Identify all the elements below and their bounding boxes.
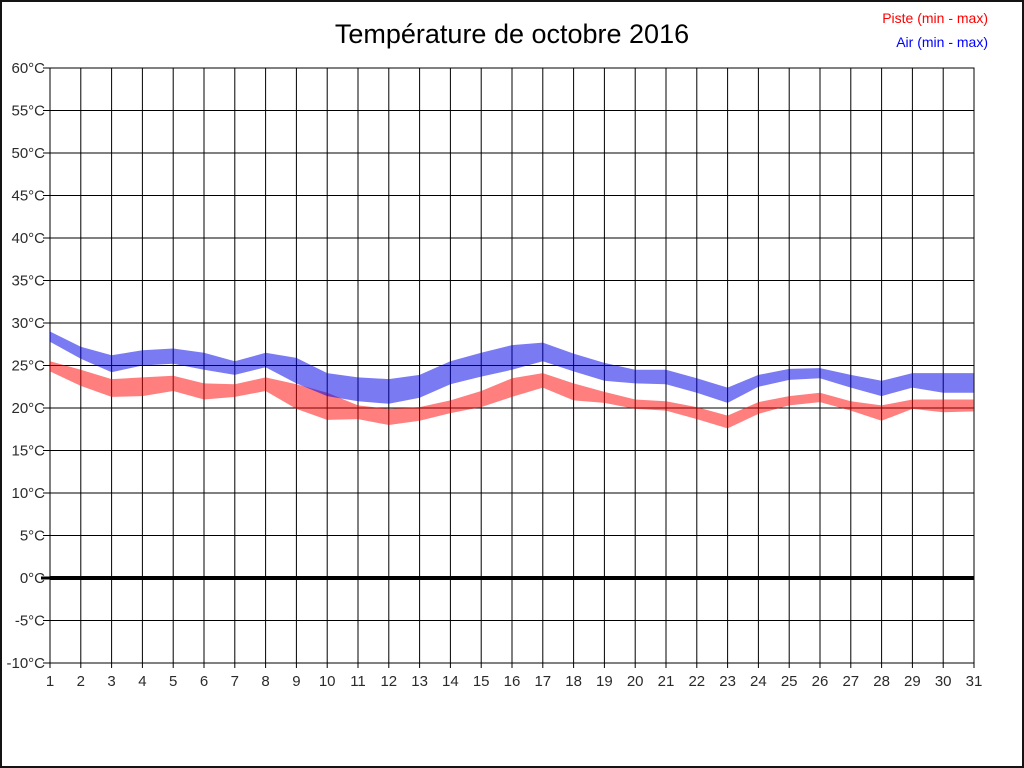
x-axis-tick-label: 9 xyxy=(292,673,300,690)
x-axis-tick-label: 22 xyxy=(688,673,705,690)
y-axis-tick-label: 10°C xyxy=(11,485,45,502)
air-band-series xyxy=(50,331,974,404)
y-axis-tick-label: 5°C xyxy=(20,528,45,545)
x-axis-tick-label: 25 xyxy=(781,673,798,690)
x-axis-tick-label: 12 xyxy=(380,673,397,690)
x-axis-tick-label: 20 xyxy=(627,673,644,690)
y-axis-tick-label: -10°C xyxy=(6,655,45,672)
x-axis-tick-label: 16 xyxy=(504,673,521,690)
x-axis-tick-label: 2 xyxy=(77,673,85,690)
y-axis-tick-label: 55°C xyxy=(11,103,45,120)
x-axis-tick-label: 3 xyxy=(107,673,115,690)
x-axis-tick-label: 15 xyxy=(473,673,490,690)
x-axis-tick-label: 19 xyxy=(596,673,613,690)
y-axis-tick-label: -5°C xyxy=(15,613,45,630)
x-axis-tick-label: 13 xyxy=(411,673,428,690)
x-axis-tick-label: 11 xyxy=(350,673,366,690)
x-axis-tick-label: 6 xyxy=(200,673,208,690)
x-axis-tick-label: 7 xyxy=(231,673,239,690)
x-axis-tick-label: 26 xyxy=(812,673,829,690)
x-axis-tick-label: 17 xyxy=(534,673,551,690)
x-axis-tick-label: 4 xyxy=(138,673,146,690)
piste-band-series xyxy=(50,361,974,429)
legend: Piste (min - max) Air (min - max) xyxy=(882,10,988,50)
y-axis-tick-label: 20°C xyxy=(11,400,45,417)
x-axis-tick-label: 24 xyxy=(750,673,767,690)
y-axis-tick-label: 45°C xyxy=(11,188,45,205)
y-axis-tick-label: 0°C xyxy=(20,570,45,587)
legend-piste-label: Piste (min - max) xyxy=(882,10,988,26)
x-axis-tick-label: 10 xyxy=(319,673,336,690)
y-axis-tick-label: 30°C xyxy=(11,315,45,332)
y-axis-tick-label: 15°C xyxy=(11,443,45,460)
axis-layer: 60°C55°C50°C45°C40°C35°C30°C25°C20°C15°C… xyxy=(6,60,982,690)
x-axis-tick-label: 28 xyxy=(873,673,890,690)
y-axis-tick-label: 40°C xyxy=(11,230,45,247)
x-axis-tick-label: 8 xyxy=(261,673,269,690)
x-axis-tick-label: 21 xyxy=(658,673,675,690)
legend-air-label: Air (min - max) xyxy=(896,34,988,50)
x-axis-tick-label: 14 xyxy=(442,673,459,690)
x-axis-tick-label: 5 xyxy=(169,673,177,690)
x-axis-tick-label: 27 xyxy=(842,673,859,690)
chart-title: Température de octobre 2016 xyxy=(335,19,689,49)
x-axis-tick-label: 23 xyxy=(719,673,736,690)
x-axis-tick-label: 18 xyxy=(565,673,582,690)
x-axis-tick-label: 31 xyxy=(966,673,983,690)
x-axis-tick-label: 29 xyxy=(904,673,921,690)
y-axis-tick-label: 25°C xyxy=(11,358,45,375)
y-axis-tick-label: 50°C xyxy=(11,145,45,162)
y-axis-tick-label: 60°C xyxy=(11,60,45,77)
y-axis-tick-label: 35°C xyxy=(11,273,45,290)
x-axis-tick-label: 1 xyxy=(46,673,54,690)
x-axis-tick-label: 30 xyxy=(935,673,952,690)
